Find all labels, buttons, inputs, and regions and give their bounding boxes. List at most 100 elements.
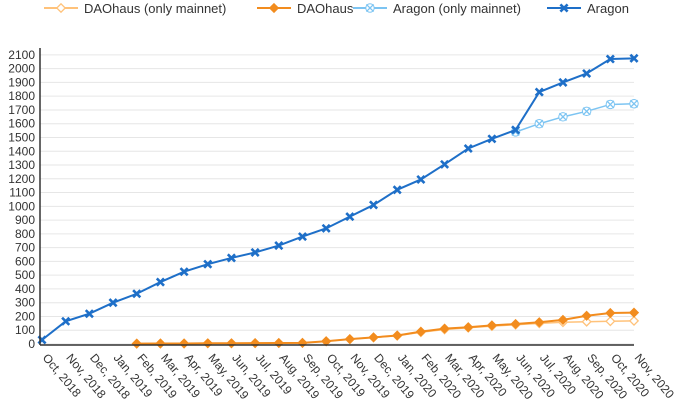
point-aragon-dec-2019 <box>369 200 379 210</box>
y-tick-label-2000: 2000 <box>8 62 35 76</box>
point-aragon-aug-2020 <box>558 77 568 87</box>
legend-item-aragon-only-mainnet[interactable]: Aragon (only mainnet) <box>353 1 521 16</box>
point-daohaus-only-mainnet-nov-2020 <box>628 315 640 326</box>
y-tick-label-1100: 1100 <box>9 186 35 200</box>
point-aragon-only-mainnet-oct-2020-cross <box>606 100 615 109</box>
point-aragon-only-mainnet-sep-2020-cross <box>582 107 591 116</box>
point-aragon-jun-2019 <box>226 253 236 263</box>
point-daohaus-feb-2019 <box>131 338 142 349</box>
y-tick-label-400: 400 <box>15 282 35 296</box>
point-daohaus-feb-2020 <box>415 326 426 337</box>
point-daohaus-only-mainnet-oct-2020 <box>605 316 616 327</box>
y-tick-label-1300: 1300 <box>8 158 35 172</box>
y-axis-ticks: 0100200300400500600700800900100011001200… <box>8 48 35 351</box>
y-tick-label-2100: 2100 <box>8 48 35 62</box>
y-tick-label-200: 200 <box>15 309 35 323</box>
legend-item-daohaus-only-mainnet[interactable]: DAOhaus (only mainnet) <box>44 1 226 16</box>
point-aragon-aug-2019 <box>274 241 284 251</box>
point-aragon-jul-2020 <box>534 87 544 97</box>
y-tick-label-500: 500 <box>15 268 35 282</box>
point-aragon-only-mainnet-jul-2020-cross <box>535 119 544 128</box>
point-daohaus-jan-2020 <box>392 330 403 341</box>
y-tick-label-800: 800 <box>15 227 35 241</box>
point-aragon-only-mainnet-jun-2020-cross <box>511 127 520 137</box>
point-daohaus-jul-2019 <box>250 338 261 349</box>
series-aragon <box>37 53 639 345</box>
y-tick-label-1000: 1000 <box>8 199 35 213</box>
point-daohaus-sep-2019 <box>297 337 308 349</box>
axes <box>39 48 634 346</box>
y-tick-label-900: 900 <box>15 213 35 227</box>
legend-label-aragon-only-mainnet: Aragon (only mainnet) <box>393 1 521 16</box>
legend-swatch-marker-daohaus <box>268 2 280 14</box>
point-aragon-dec-2018 <box>84 309 94 319</box>
point-aragon-nov-2018 <box>61 316 71 326</box>
point-daohaus-apr-2019 <box>178 338 190 349</box>
point-daohaus-jun-2019 <box>226 338 237 349</box>
series-layer <box>37 53 640 349</box>
point-daohaus-nov-2020 <box>628 307 640 318</box>
point-daohaus-apr-2020 <box>463 322 474 333</box>
point-daohaus-mar-2019 <box>155 338 166 349</box>
legend-label-aragon: Aragon <box>587 1 629 16</box>
point-aragon-sep-2019 <box>297 232 307 242</box>
point-daohaus-nov-2019 <box>344 334 355 345</box>
point-aragon-jan-2020 <box>392 185 402 195</box>
y-tick-label-600: 600 <box>15 254 35 268</box>
legend-label-daohaus: DAOhaus <box>297 1 354 16</box>
legend-item-daohaus[interactable]: DAOhaus <box>257 1 354 16</box>
legend: DAOhaus (only mainnet) DAOhaus Aragon (onl… <box>44 1 629 16</box>
point-daohaus-mar-2020 <box>439 323 450 334</box>
point-aragon-mar-2020 <box>440 159 450 169</box>
point-daohaus-only-mainnet-sep-2020 <box>581 316 592 327</box>
gridlines <box>40 54 634 345</box>
legend-swatch-marker-aragon <box>559 3 569 13</box>
y-tick-label-1500: 1500 <box>8 130 35 144</box>
series-line-daohaus-only-mainnet <box>136 320 635 345</box>
series-daohaus <box>131 307 640 349</box>
point-aragon-only-mainnet-aug-2020-cross <box>558 112 568 121</box>
series-aragon-only-mainnet <box>510 99 639 137</box>
point-aragon-sep-2020 <box>582 68 592 78</box>
series-line-aragon <box>41 57 635 341</box>
point-aragon-feb-2020 <box>416 174 426 184</box>
point-daohaus-aug-2020 <box>557 314 569 326</box>
point-daohaus-oct-2020 <box>605 307 616 319</box>
y-tick-label-0: 0 <box>28 337 35 351</box>
legend-label-daohaus-only-mainnet: DAOhaus (only mainnet) <box>84 1 226 16</box>
point-daohaus-jul-2020 <box>534 317 545 328</box>
point-daohaus-may-2019 <box>202 338 213 349</box>
point-aragon-feb-2019 <box>132 289 142 299</box>
y-tick-label-1700: 1700 <box>8 103 35 117</box>
series-line-daohaus <box>136 311 635 345</box>
y-tick-label-1600: 1600 <box>8 117 35 131</box>
point-daohaus-jun-2020 <box>510 318 521 330</box>
point-daohaus-aug-2019 <box>273 337 284 349</box>
point-aragon-jul-2019 <box>250 247 260 257</box>
point-aragon-oct-2019 <box>321 223 331 233</box>
point-daohaus-may-2020 <box>486 320 498 331</box>
point-aragon-apr-2019 <box>179 267 189 277</box>
y-tick-label-700: 700 <box>15 241 35 255</box>
y-tick-label-1200: 1200 <box>8 172 35 186</box>
y-tick-label-1900: 1900 <box>8 75 35 89</box>
y-tick-label-1400: 1400 <box>8 144 35 158</box>
point-aragon-nov-2019 <box>345 212 355 222</box>
point-aragon-jan-2019 <box>108 298 118 308</box>
point-aragon-may-2019 <box>203 259 213 269</box>
point-aragon-may-2020 <box>487 134 497 144</box>
series-line-aragon-only-mainnet <box>515 103 635 133</box>
legend-item-aragon[interactable]: Aragon <box>547 1 629 16</box>
point-daohaus-sep-2020 <box>581 310 592 321</box>
legend-swatch-marker-aragon-only-mainnet-cross <box>365 3 375 13</box>
point-aragon-apr-2020 <box>463 143 473 154</box>
point-aragon-only-mainnet-nov-2020-cross <box>629 99 639 108</box>
point-aragon-jun-2020 <box>511 125 521 135</box>
y-tick-label-300: 300 <box>15 296 35 310</box>
point-aragon-nov-2020 <box>629 53 639 63</box>
point-aragon-oct-2020 <box>605 54 615 64</box>
legend-swatch-marker-daohaus-only-mainnet <box>55 2 67 14</box>
point-aragon-mar-2019 <box>155 277 165 287</box>
